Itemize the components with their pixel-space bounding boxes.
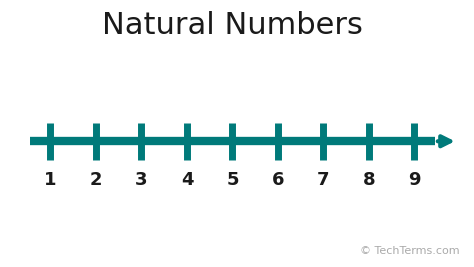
Text: Natural Numbers: Natural Numbers bbox=[102, 11, 363, 40]
Text: 2: 2 bbox=[90, 171, 102, 189]
Text: © TechTerms.com: © TechTerms.com bbox=[360, 246, 460, 256]
Text: 3: 3 bbox=[135, 171, 148, 189]
Text: 8: 8 bbox=[363, 171, 375, 189]
Text: 1: 1 bbox=[44, 171, 57, 189]
Text: 6: 6 bbox=[272, 171, 284, 189]
Text: 9: 9 bbox=[408, 171, 421, 189]
Text: 4: 4 bbox=[181, 171, 193, 189]
Text: 7: 7 bbox=[317, 171, 330, 189]
Text: 5: 5 bbox=[226, 171, 239, 189]
